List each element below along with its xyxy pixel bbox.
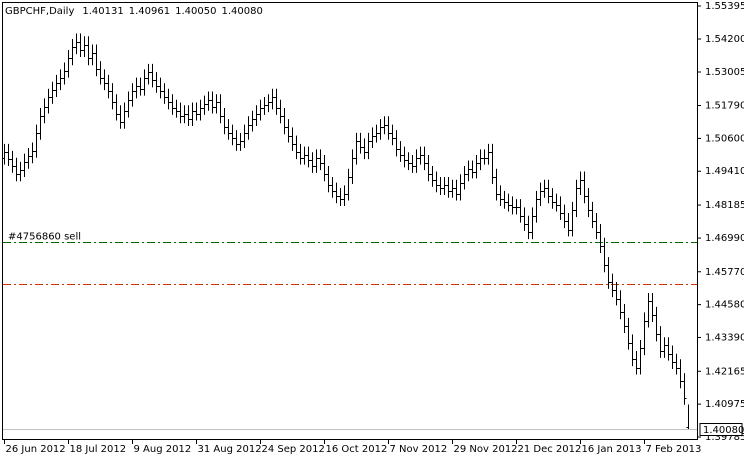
y-tick-label: 1.40975 [705, 399, 744, 410]
y-tick-label: 1.55395 [705, 1, 744, 12]
y-tick-label: 1.39785 [705, 432, 744, 443]
y-tick-label: 1.53005 [705, 67, 744, 78]
price-box-label: 1.40080 [703, 425, 744, 436]
header-close: 1.40080 [221, 6, 262, 17]
y-tick-label: 1.44580 [705, 300, 744, 311]
x-tick-label: 26 Jun 2012 [6, 444, 66, 455]
y-tick-label: 1.42165 [705, 366, 744, 377]
y-tick-label: 1.51790 [705, 101, 744, 112]
x-tick-label: 7 Feb 2013 [646, 444, 702, 455]
header-open: 1.40131 [82, 6, 123, 17]
price-box [699, 423, 743, 436]
y-tick-label: 1.46990 [705, 233, 744, 244]
plot-frame [2, 2, 698, 440]
x-tick-label: 16 Jan 2013 [582, 444, 642, 455]
y-tick-label: 1.45770 [705, 267, 744, 278]
x-tick-label: 29 Nov 2012 [454, 444, 518, 455]
y-tick-label: 1.54200 [705, 34, 744, 45]
x-tick-label: 16 Oct 2012 [326, 444, 388, 455]
y-tick-label: 1.48185 [705, 200, 744, 211]
chart-header: GBPCHF,Daily 1.40131 1.40961 1.40050 1.40080 [5, 6, 263, 17]
y-tick-label: 1.49410 [705, 166, 744, 177]
x-tick-label: 21 Dec 2012 [518, 444, 582, 455]
symbol: GBPCHF,Daily [5, 6, 74, 17]
y-tick-label: 1.50600 [705, 133, 744, 144]
x-tick-label: 9 Aug 2012 [134, 444, 192, 455]
x-tick-label: 24 Sep 2012 [262, 444, 325, 455]
y-tick-label: 1.43390 [705, 332, 744, 343]
x-tick-label: 7 Nov 2012 [390, 444, 448, 455]
x-tick-label: 31 Aug 2012 [198, 444, 262, 455]
header-low: 1.40050 [175, 6, 216, 17]
order-label: #4756860 sell [8, 232, 81, 243]
header-high: 1.40961 [129, 6, 170, 17]
x-tick-label: 18 Jul 2012 [70, 444, 127, 455]
